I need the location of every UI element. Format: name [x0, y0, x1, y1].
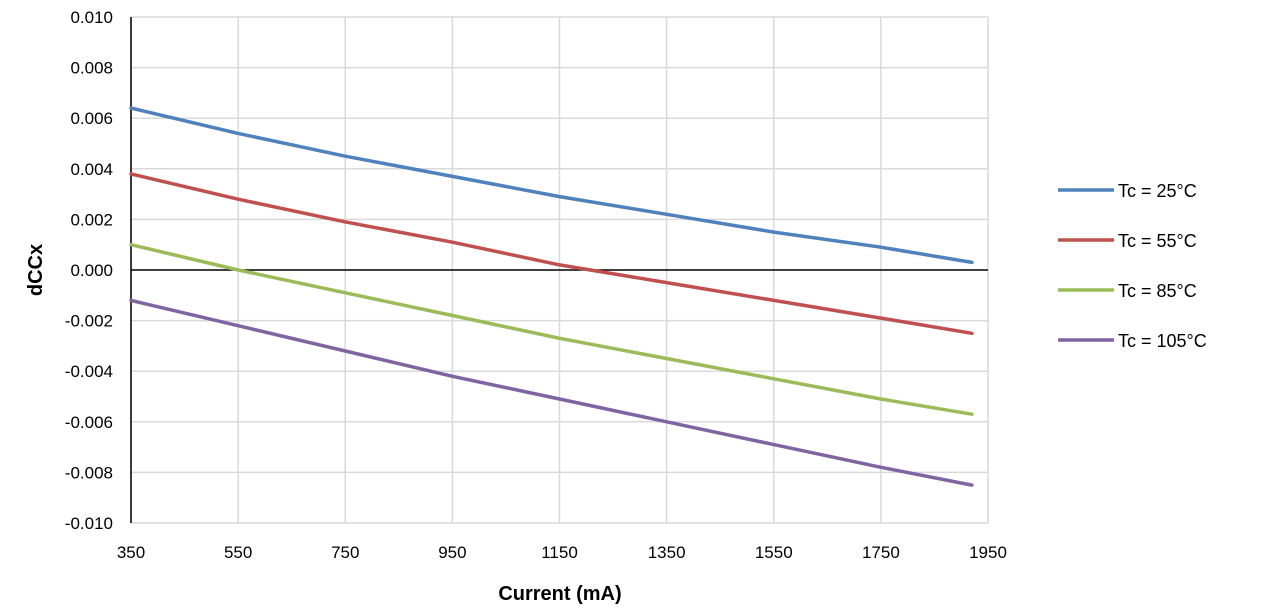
x-axis-title: Current (mA) [498, 583, 621, 605]
legend-item: Tc = 55°C [1058, 231, 1197, 251]
y-tick-label: -0.002 [65, 312, 113, 331]
tick-labels: 350 550 750 950 1150 1350 1550 1750 1950 0.010 0.0… [65, 8, 1007, 562]
series-line-1 [129, 106, 974, 265]
x-tick-label: 1950 [969, 543, 1007, 562]
x-tick-label: 750 [331, 543, 359, 562]
y-tick-label: 0.002 [70, 210, 113, 229]
x-tick-label: 350 [117, 543, 145, 562]
legend-label: Tc = 25°C [1118, 181, 1197, 201]
y-tick-label: 0.000 [70, 261, 113, 280]
y-tick-label: 0.008 [70, 59, 113, 78]
legend-item: Tc = 85°C [1058, 281, 1197, 301]
x-tick-label: 950 [438, 543, 466, 562]
y-axis-title: dCCx [25, 244, 47, 296]
legend-label: Tc = 55°C [1118, 231, 1197, 251]
y-tick-label: 0.010 [70, 8, 113, 27]
y-tick-label: -0.008 [65, 463, 113, 482]
y-tick-label: -0.006 [65, 413, 113, 432]
legend-label: Tc = 85°C [1118, 281, 1197, 301]
x-tick-label: 1550 [755, 543, 793, 562]
x-tick-label: 1350 [648, 543, 686, 562]
series-line-4 [129, 298, 974, 487]
x-tick-label: 1150 [541, 543, 578, 562]
grid [130, 16, 989, 524]
legend-item: Tc = 105°C [1058, 331, 1207, 351]
y-tick-label: 0.004 [70, 160, 113, 179]
x-tick-label: 1750 [862, 543, 900, 562]
legend-item: Tc = 25°C [1058, 181, 1197, 201]
series-lines [129, 106, 974, 487]
series-line-2 [129, 172, 974, 336]
axes [130, 17, 988, 523]
legend: Tc = 25°C Tc = 55°C Tc = 85°C Tc = 105°C [1058, 181, 1207, 351]
y-tick-label: -0.004 [65, 362, 113, 381]
series-line-3 [129, 242, 974, 416]
legend-label: Tc = 105°C [1118, 331, 1207, 351]
y-tick-label: -0.010 [65, 514, 113, 533]
x-tick-label: 550 [224, 543, 252, 562]
y-tick-label: 0.006 [70, 109, 113, 128]
